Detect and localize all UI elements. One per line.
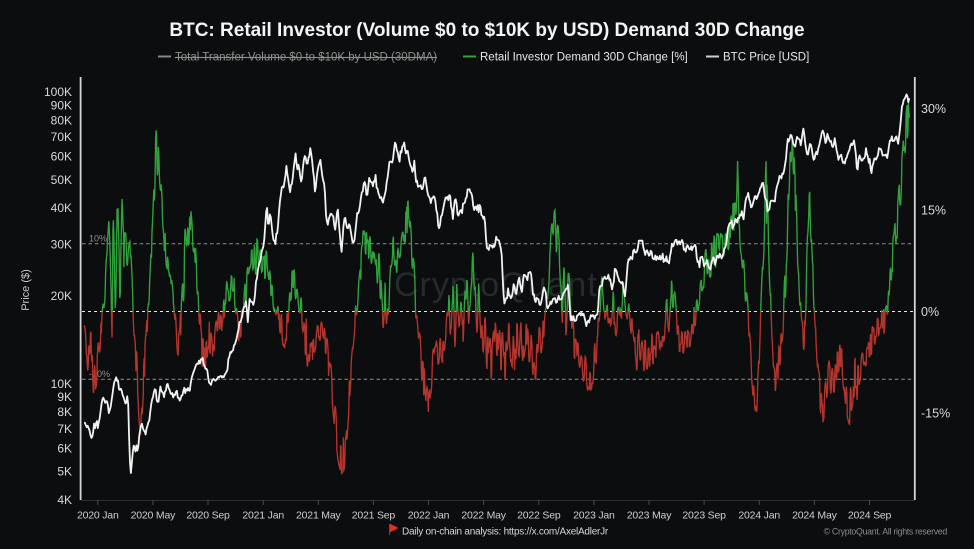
svg-text:-15%: -15% [921,407,950,421]
svg-text:90K: 90K [51,98,72,112]
svg-text:Price ($): Price ($) [20,269,32,311]
svg-text:10%: 10% [89,234,107,244]
svg-text:© CryptoQuant. All rights rese: © CryptoQuant. All rights reserved [824,527,948,537]
svg-text:-10%: -10% [89,369,110,379]
svg-text:20K: 20K [51,289,72,303]
svg-text:2021 Jan: 2021 Jan [242,510,284,522]
svg-text:2024 Jan: 2024 Jan [738,510,780,522]
svg-text:2021 May: 2021 May [296,510,341,522]
svg-text:50K: 50K [51,173,72,187]
svg-text:2022 May: 2022 May [461,510,506,522]
svg-text:2021 Sep: 2021 Sep [352,510,396,522]
svg-text:8K: 8K [57,405,72,419]
svg-text:30%: 30% [921,102,946,116]
svg-text:2022 Sep: 2022 Sep [517,510,561,522]
svg-text:Retail Investor Demand 30D Cha: Retail Investor Demand 30D Change [%] [480,52,688,64]
svg-text:40K: 40K [51,201,72,215]
svg-text:2023 Sep: 2023 Sep [682,510,726,522]
svg-text:2023 Jan: 2023 Jan [573,510,615,522]
svg-text:70K: 70K [51,130,72,144]
svg-text:BTC Price [USD]: BTC Price [USD] [723,52,809,64]
svg-text:Daily on-chain analysis: https: Daily on-chain analysis: https://x.com/A… [402,527,609,538]
svg-text:10K: 10K [51,377,72,391]
svg-text:2022 Jan: 2022 Jan [408,510,450,522]
svg-text:2024 Sep: 2024 Sep [848,510,892,522]
svg-text:100K: 100K [44,85,72,99]
svg-text:7K: 7K [57,422,72,436]
svg-text:60K: 60K [51,150,72,164]
svg-text:80K: 80K [51,113,72,127]
svg-text:9K: 9K [57,390,72,404]
svg-text:5K: 5K [57,465,72,479]
svg-text:2024 May: 2024 May [792,510,837,522]
svg-text:2020 May: 2020 May [131,510,176,522]
svg-text:2020 Sep: 2020 Sep [186,510,230,522]
svg-text:Total Transfer Volume $0 to $1: Total Transfer Volume $0 to $10K by USD … [175,52,437,64]
svg-text:6K: 6K [57,442,72,456]
svg-text:30K: 30K [51,238,72,252]
svg-text:0%: 0% [921,305,939,319]
svg-text:15%: 15% [921,203,946,217]
svg-text:2023 May: 2023 May [627,510,672,522]
svg-text:4K: 4K [57,493,72,507]
svg-text:2020 Jan: 2020 Jan [77,510,119,522]
svg-text:BTC: Retail Investor (Volume $: BTC: Retail Investor (Volume $0 to $10K … [169,20,804,41]
